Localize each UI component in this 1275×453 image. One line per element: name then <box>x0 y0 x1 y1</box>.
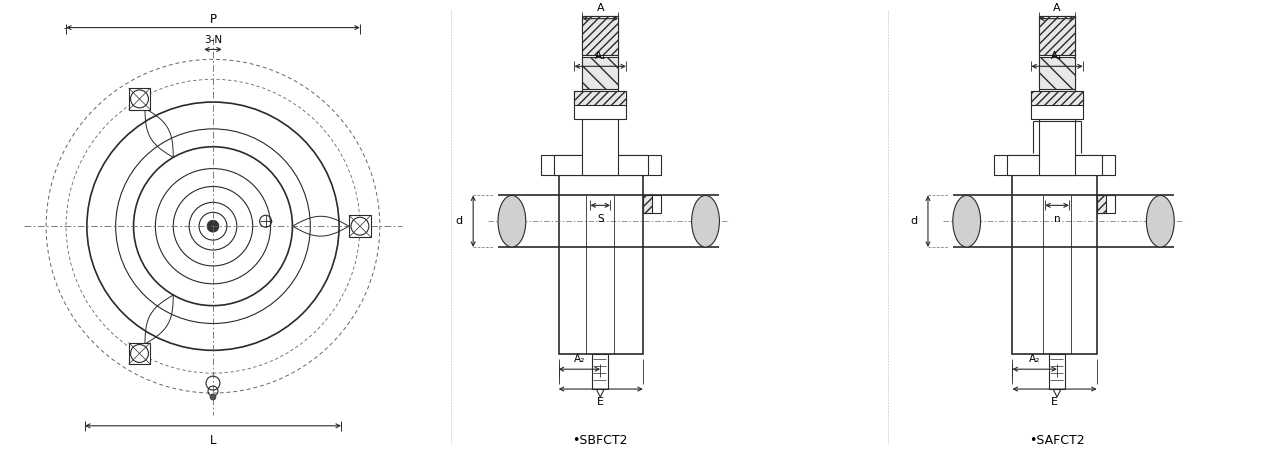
Text: •SBFCT2: •SBFCT2 <box>572 434 629 447</box>
Text: A₁: A₁ <box>594 51 606 62</box>
Bar <box>553 154 648 174</box>
Bar <box>541 154 660 174</box>
Text: S: S <box>597 214 603 224</box>
Bar <box>583 16 618 174</box>
Ellipse shape <box>499 195 525 247</box>
Bar <box>129 342 150 364</box>
Bar <box>129 88 150 110</box>
Text: E: E <box>1051 397 1058 407</box>
Bar <box>593 354 608 389</box>
Bar <box>1012 174 1096 354</box>
Bar <box>575 91 626 119</box>
Ellipse shape <box>691 195 719 247</box>
Bar <box>1031 91 1082 119</box>
Bar <box>994 154 1114 174</box>
Text: L: L <box>209 434 217 447</box>
Bar <box>583 16 618 55</box>
Bar <box>1039 16 1075 174</box>
Bar <box>558 174 643 354</box>
Text: A₁: A₁ <box>1052 51 1063 62</box>
Bar <box>1007 154 1102 174</box>
Text: d: d <box>455 216 463 226</box>
Text: E: E <box>597 397 604 407</box>
Bar <box>1039 58 1075 89</box>
Bar <box>575 91 626 105</box>
Bar <box>1031 91 1082 105</box>
Ellipse shape <box>1146 195 1174 247</box>
Ellipse shape <box>952 195 980 247</box>
Text: d: d <box>910 216 918 226</box>
Text: 3-N: 3-N <box>204 34 222 44</box>
Text: A: A <box>1053 3 1061 13</box>
Circle shape <box>210 394 215 400</box>
Polygon shape <box>1051 389 1065 397</box>
Bar <box>1039 16 1075 55</box>
Text: P: P <box>209 13 217 26</box>
Text: A₂: A₂ <box>574 354 585 364</box>
Bar <box>1049 354 1065 389</box>
Text: A: A <box>597 3 604 13</box>
Text: A₂: A₂ <box>1029 354 1040 364</box>
Bar <box>1096 195 1105 213</box>
Text: •SAFCT2: •SAFCT2 <box>1029 434 1085 447</box>
Polygon shape <box>593 389 607 397</box>
Circle shape <box>207 220 219 232</box>
Bar <box>643 195 660 213</box>
Bar <box>583 58 618 89</box>
Text: n: n <box>1053 214 1061 224</box>
Bar <box>349 215 371 237</box>
Bar <box>1096 195 1114 213</box>
Bar <box>643 195 652 213</box>
